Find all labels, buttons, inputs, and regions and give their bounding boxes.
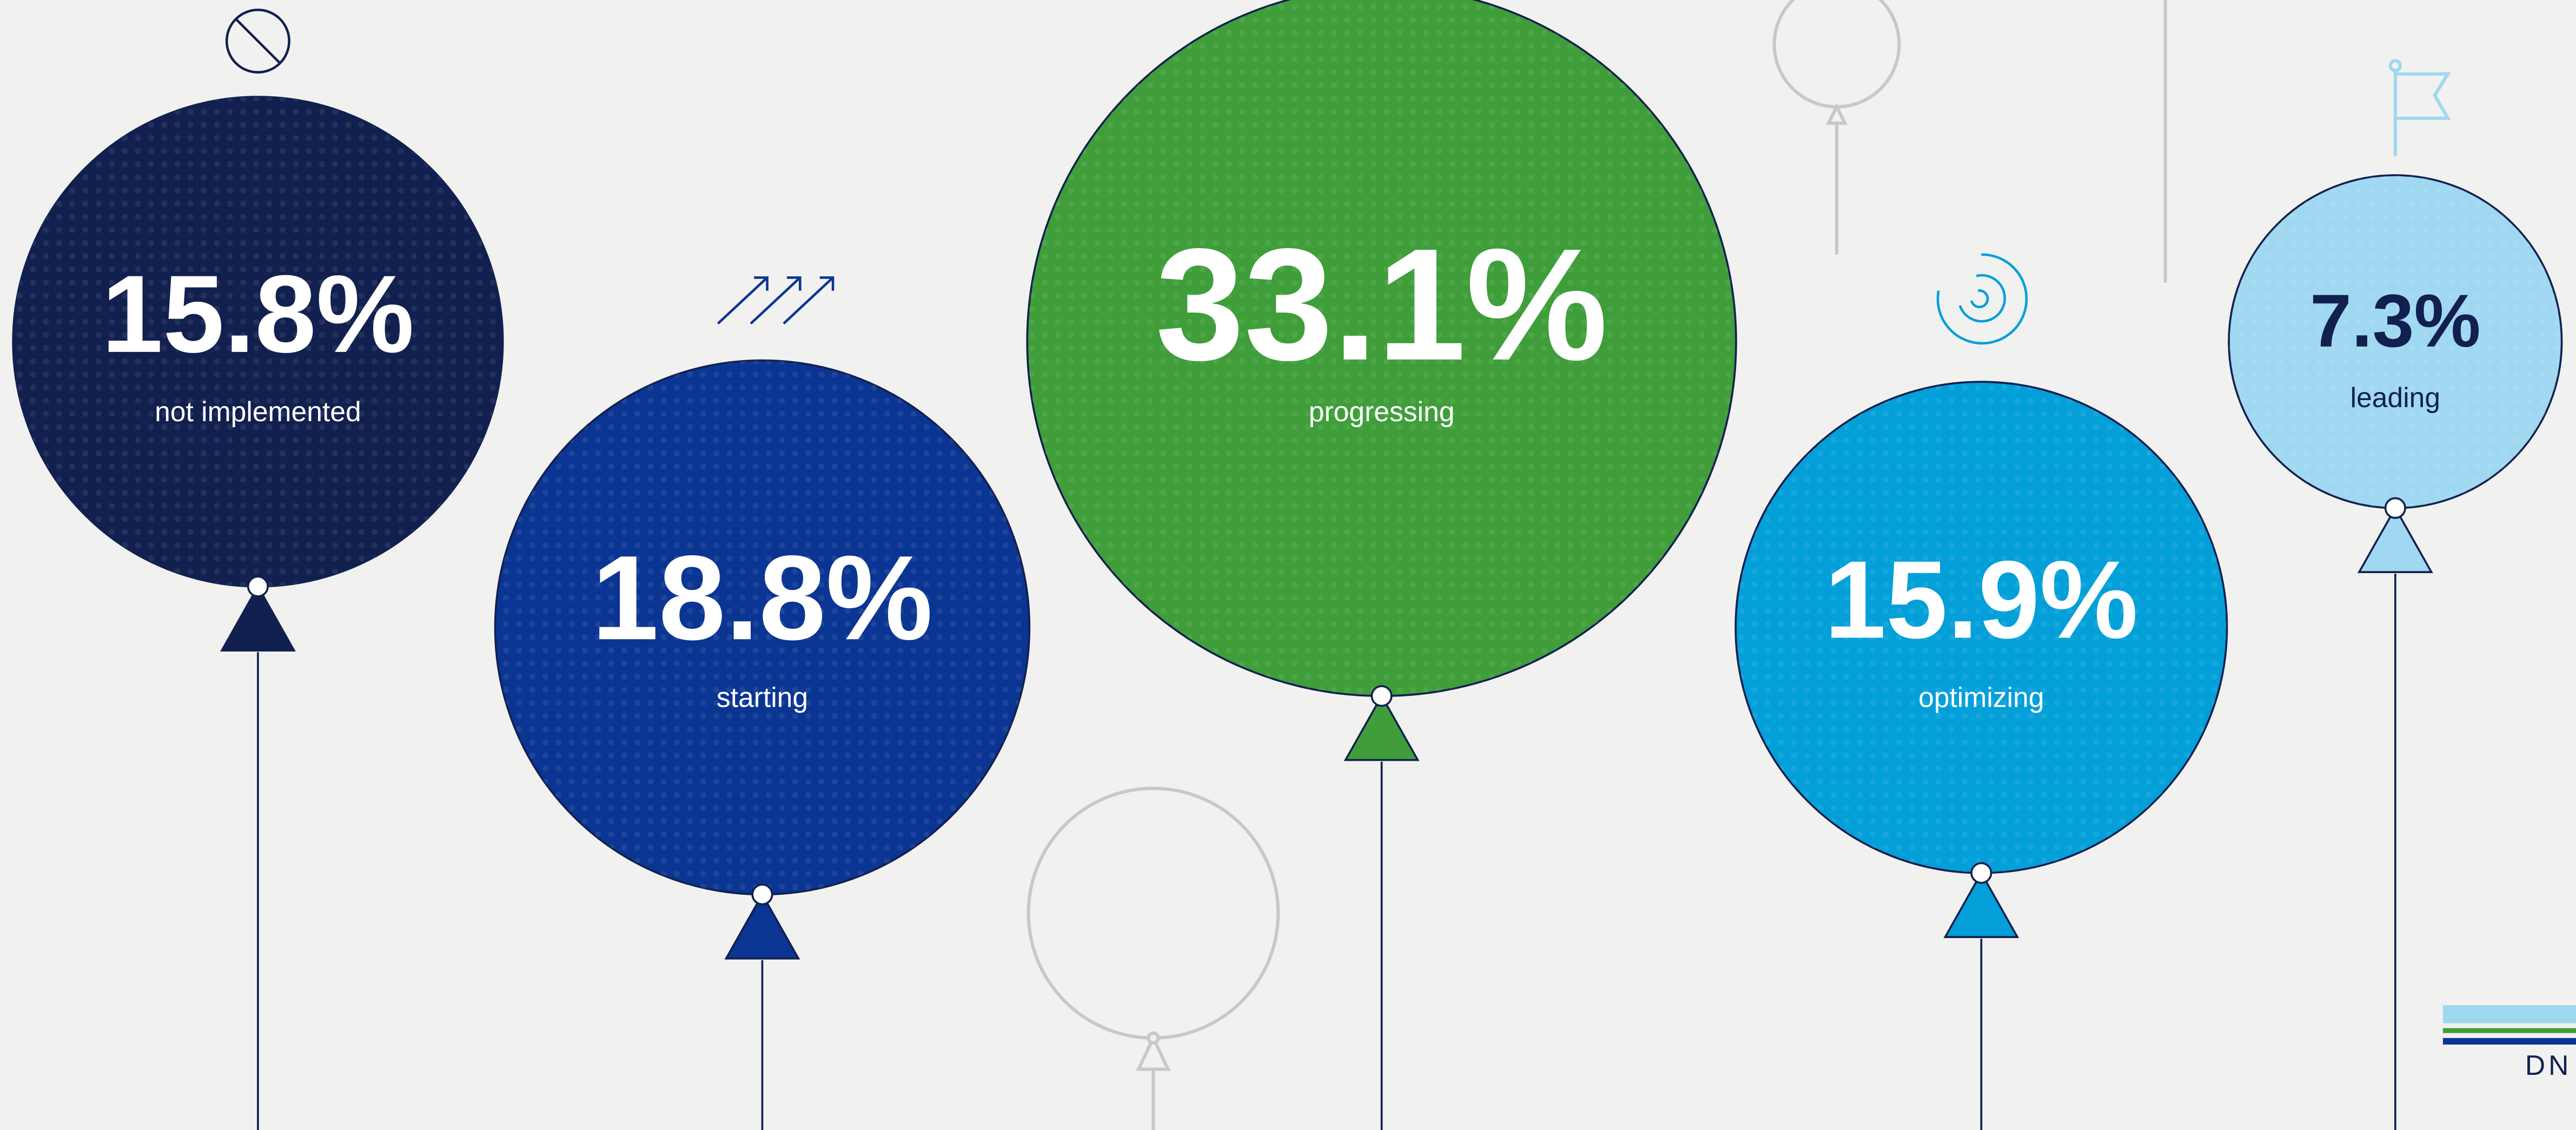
balloon-tie: [1970, 862, 1992, 884]
value-label: 15.8%: [102, 252, 414, 376]
balloon-knot: [2357, 506, 2433, 573]
balloon-texture: [13, 97, 503, 587]
value-label: 15.9%: [1825, 539, 2138, 662]
balloon: 15.8% not implemented: [12, 96, 504, 1130]
category-label: optimizing: [1918, 682, 2044, 713]
icon-flag: [2388, 59, 2451, 156]
category-label: starting: [717, 682, 808, 713]
logo: DN: [2442, 1005, 2576, 1081]
icon-arrows: [717, 276, 835, 325]
logo-text: DN: [2525, 1049, 2572, 1081]
balloons: 15.8% not implemented 18.8% starting 33.1%pr…: [12, 0, 2563, 1130]
balloon-texture: [1736, 382, 2227, 873]
balloon-knot: [220, 584, 296, 652]
icon-ban: [225, 9, 290, 74]
balloon-texture: [495, 360, 1030, 895]
value-label: 18.8%: [592, 531, 932, 665]
balloon: 33.1%progressing: [1026, 0, 1737, 1130]
balloon-tie: [1370, 685, 1393, 707]
balloon-knot: [724, 892, 800, 960]
value-label: 7.3%: [2310, 280, 2481, 363]
balloon-tie: [751, 883, 773, 906]
balloon: 18.8% starting: [494, 359, 1031, 1130]
balloon-texture: [1027, 0, 1736, 696]
balloon: 15.9% optimizing: [1734, 381, 2228, 1130]
decorations: [1027, 0, 2167, 1130]
icon-target: [1936, 253, 2028, 345]
category-label: leading: [2350, 382, 2441, 413]
category-label: not implemented: [155, 396, 361, 427]
balloon: 7.3% leading: [2228, 174, 2563, 1130]
balloon-texture: [2229, 175, 2562, 508]
balloon-knot: [1343, 694, 1420, 761]
category-label: progressing: [1309, 396, 1455, 427]
balloon-tie: [247, 575, 269, 597]
balloon-knot: [1943, 870, 2019, 938]
balloon-tie: [2384, 497, 2406, 519]
value-label: 33.1%: [1155, 215, 1607, 394]
